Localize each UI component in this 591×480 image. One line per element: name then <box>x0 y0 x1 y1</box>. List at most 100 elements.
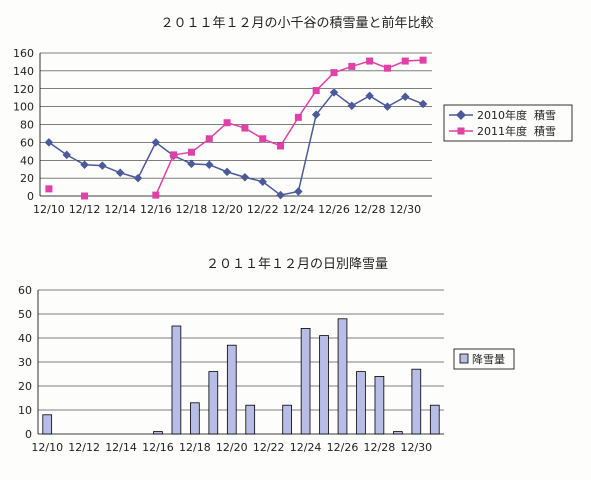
snowfall-bar <box>337 318 348 435</box>
snowfall-bar <box>190 402 200 435</box>
series-0-point <box>98 161 107 170</box>
series-1-point <box>330 69 338 77</box>
series-1-point <box>81 192 89 200</box>
snowfall-bar <box>300 327 311 435</box>
chart1-x-tick-label: 12/12 <box>69 203 101 216</box>
chart1-gridlines <box>40 52 432 179</box>
chart2-x-tick-label: 12/28 <box>364 441 396 454</box>
series-1-point <box>241 124 249 132</box>
snowfall-bar <box>42 414 53 435</box>
snowfall-bar <box>319 335 329 435</box>
chart1-y-tick-label: 60 <box>20 136 34 149</box>
chart1-x-tick-label: 12/22 <box>247 203 279 216</box>
chart1-x-tick-label: 12/26 <box>318 203 350 216</box>
chart1-x-tick-label: 12/16 <box>140 203 172 216</box>
series-0-point <box>240 172 250 182</box>
chart1-title: ２０１１年１２月の小千谷の積雪量と前年比較 <box>160 15 433 31</box>
chart2-bars <box>42 318 440 435</box>
snowfall-bar <box>171 325 182 435</box>
chart2-x-axis: 12/10 12/12 12/14 12/16 12/18 12/20 12/22 12/24… <box>31 433 444 454</box>
chart2-x-tick-label: 12/18 <box>179 441 211 454</box>
chart1-x-tick-label: 12/28 <box>354 203 386 216</box>
chart2-y-tick-label: 60 <box>18 284 32 297</box>
series-1-point <box>294 113 302 121</box>
snowfall-bar <box>374 375 385 435</box>
series-0-point <box>222 167 232 177</box>
series-1-point <box>187 148 195 156</box>
series-1-point <box>383 64 391 72</box>
series-0-point <box>205 160 214 169</box>
series-0-point <box>80 160 89 169</box>
chart1-legend: 2010年度 積雪 2011年度 積雪 <box>443 104 573 142</box>
chart2-y-tick-label: 50 <box>18 308 32 321</box>
snowfall-bar <box>356 371 366 435</box>
chart1-y-tick-label: 20 <box>20 172 34 185</box>
series-1-point <box>259 135 267 143</box>
chart1-x-tick-label: 12/30 <box>389 203 421 216</box>
legend-2010-label: 2010年度 積雪 <box>477 108 556 122</box>
snowfall-bar <box>393 431 403 435</box>
legend-2011-marker <box>457 127 465 135</box>
chart2-legend: 降雪量 <box>453 348 515 370</box>
snowfall-bar <box>411 368 422 435</box>
series-1-point <box>277 142 285 150</box>
series-0-point <box>44 138 54 147</box>
chart2-x-tick-label: 12/22 <box>253 441 285 454</box>
chart2-legend-box <box>453 348 515 370</box>
chart1-x-tick-label: 12/10 <box>33 203 65 216</box>
chart2-title: ２０１１年１２月の日別降雪量 <box>206 257 388 272</box>
series-1-point <box>401 57 409 65</box>
series-0-point <box>294 187 303 196</box>
series-1-point <box>419 56 427 64</box>
chart2-x-tick-label: 12/26 <box>327 441 359 454</box>
series-1-point <box>152 191 160 199</box>
chart1-y-tick-label: 100 <box>13 101 34 114</box>
chart1-legend-box <box>443 104 573 142</box>
chart1-y-axis: 0 20 40 60 80 100 120 140 160 <box>13 47 41 203</box>
chart2-x-tick-label: 12/20 <box>216 441 248 454</box>
snowfall-bar <box>208 371 219 435</box>
chart2-y-tick-label: 30 <box>18 356 32 369</box>
legend-2011-label: 2011年度 積雪 <box>477 124 556 138</box>
snow-depth-line-chart: ２０１１年１２月の小千谷の積雪量と前年比較 0 20 40 60 80 100 120 140… <box>13 15 573 216</box>
series-0-point <box>187 159 196 169</box>
chart1-y-tick-label: 120 <box>13 83 34 96</box>
series-0-point <box>329 88 339 97</box>
chart2-x-tick-label: 12/10 <box>31 441 63 454</box>
chart2-y-axis: 0 10 20 30 40 50 60 <box>18 284 39 441</box>
series-1-point <box>170 151 178 159</box>
series-1-point <box>205 135 213 143</box>
chart2-y-tick-label: 20 <box>18 380 32 393</box>
snowfall-bar <box>245 404 256 435</box>
legend-snowfall-label: 降雪量 <box>472 352 505 366</box>
chart2-x-tick-label: 12/30 <box>400 441 432 454</box>
snowfall-bar <box>226 344 237 435</box>
series-1-point <box>45 185 53 193</box>
series-0-point <box>151 138 161 147</box>
chart1-x-axis: 12/10 12/12 12/14 12/16 12/18 12/20 12/22 12/24… <box>33 195 432 216</box>
series-0-point <box>401 92 410 102</box>
series-0-point <box>365 91 374 101</box>
series-1-point <box>348 62 356 70</box>
series-0-point <box>276 190 285 200</box>
series-0-point <box>115 168 125 178</box>
series-0-point <box>311 110 321 119</box>
series-0-line <box>48 91 424 196</box>
snowfall-bar <box>282 404 292 435</box>
chart1-x-tick-label: 12/18 <box>176 203 208 216</box>
chart1-x-tick-label: 12/14 <box>104 203 136 216</box>
series-1-point <box>366 57 374 65</box>
chart1-y-tick-label: 160 <box>13 47 34 60</box>
series-1-point <box>312 87 320 95</box>
series-0-point <box>258 177 267 186</box>
series-1-line <box>155 59 424 196</box>
chart1-y-tick-label: 40 <box>20 154 34 167</box>
chart2-y-tick-label: 10 <box>18 404 32 417</box>
series-0-point <box>383 102 392 111</box>
chart2-x-tick-label: 12/16 <box>142 441 174 454</box>
legend-snowfall-swatch <box>459 353 469 364</box>
series-1-point <box>223 119 231 127</box>
snowfall-bar <box>153 431 163 435</box>
chart2-x-tick-label: 12/24 <box>290 441 322 454</box>
